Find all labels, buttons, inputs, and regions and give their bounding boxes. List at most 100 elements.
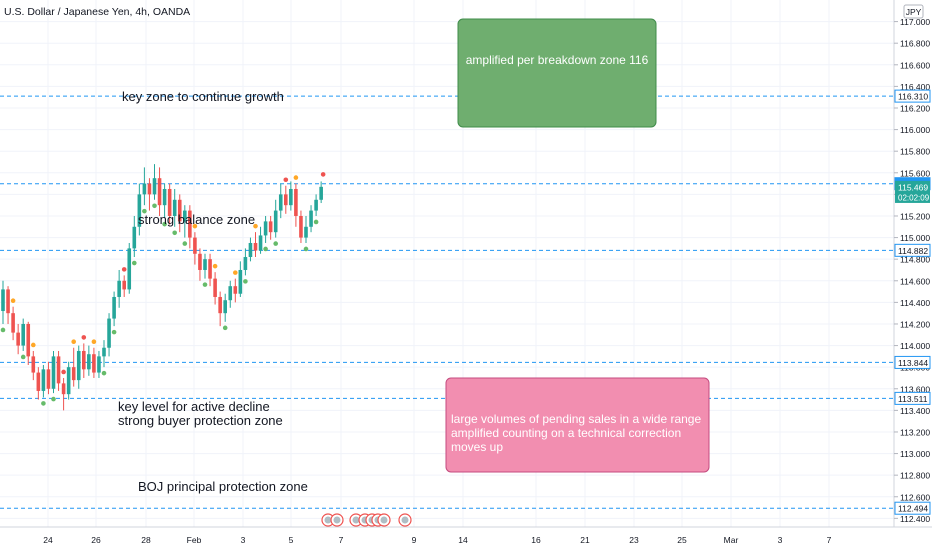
candle xyxy=(253,232,258,258)
sell-signal-dot xyxy=(71,339,76,345)
candle xyxy=(31,350,36,381)
buy-signal-dot xyxy=(101,370,107,376)
buy-signal-dot xyxy=(222,325,228,331)
price-tick-label: 116.200 xyxy=(900,103,930,113)
time-tick-label: 25 xyxy=(677,535,687,545)
sell-signal-dot xyxy=(121,267,127,272)
candle xyxy=(97,350,101,378)
candle xyxy=(122,275,126,297)
sell-signal-dot xyxy=(81,335,87,340)
candle xyxy=(294,183,298,227)
currency-label: JPY xyxy=(906,7,922,17)
candle-body xyxy=(299,215,303,238)
candle xyxy=(82,343,86,378)
candle-body xyxy=(258,235,263,251)
candle-body xyxy=(223,300,227,314)
candle-body xyxy=(6,289,10,314)
buy-signal-dot xyxy=(273,241,279,246)
candle-body xyxy=(112,296,116,319)
candle-body xyxy=(319,186,323,200)
candle-body xyxy=(122,280,126,290)
candle-body xyxy=(132,226,137,249)
candle-body xyxy=(304,226,308,238)
candle xyxy=(11,306,15,341)
bar-countdown-label: 02:02:09 xyxy=(898,193,930,202)
candle-body xyxy=(172,199,177,216)
sell-signal-dot xyxy=(283,177,289,183)
green-note-box[interactable] xyxy=(457,18,657,128)
chart-title: U.S. Dollar / Japanese Yen, 4h, OANDA xyxy=(4,6,190,18)
price-tick-label: 116.000 xyxy=(900,125,930,135)
candle xyxy=(309,205,313,233)
annotation-buyer-protection: strong buyer protection zone xyxy=(118,413,283,428)
candle-body xyxy=(61,383,66,395)
sell-signal-dot xyxy=(320,172,326,177)
price-tick-label: 113.400 xyxy=(900,406,930,416)
pink-note-box[interactable] xyxy=(445,377,710,473)
economic-events[interactable] xyxy=(321,513,412,527)
buy-signal-dot xyxy=(132,260,137,266)
time-tick-label: 24 xyxy=(43,535,53,545)
us-flag-event-icon[interactable] xyxy=(377,513,391,527)
time-tick-label: 14 xyxy=(458,535,468,545)
candle-body xyxy=(284,194,288,206)
buy-signal-dot xyxy=(313,219,319,225)
annotation-active-decline: key level for active decline xyxy=(118,399,270,414)
candle-body xyxy=(233,286,238,294)
price-tick-label: 116.400 xyxy=(900,82,930,92)
candle-body xyxy=(102,347,106,357)
candle-body xyxy=(117,280,121,297)
candle-body xyxy=(46,369,51,389)
sell-signal-dot xyxy=(293,175,299,180)
candle xyxy=(299,210,303,243)
candle-body xyxy=(142,183,147,195)
buy-signal-dot xyxy=(41,401,46,406)
time-tick-label: 3 xyxy=(778,535,783,545)
us-flag-event-icon[interactable] xyxy=(330,513,344,527)
us-flag-event-icon[interactable] xyxy=(398,513,412,527)
candle xyxy=(208,253,212,287)
price-axis: 117.000 116.800 116.600 116.400 116.200 116.0… xyxy=(894,17,930,524)
time-tick-label: 3 xyxy=(241,535,246,545)
candle xyxy=(147,178,152,211)
candle xyxy=(102,340,106,368)
candle-body xyxy=(11,313,15,333)
candle-body xyxy=(289,188,293,206)
candle xyxy=(87,345,91,376)
pink-note-line-3: moves up xyxy=(451,440,503,454)
candle-body xyxy=(177,199,182,222)
candle xyxy=(152,164,157,200)
candle-body xyxy=(248,242,253,258)
event-core xyxy=(380,516,388,524)
price-tick-label: 113.600 xyxy=(900,384,930,394)
price-tick-label: 115.600 xyxy=(900,168,930,178)
time-axis: 24 26 28 Feb 3 5 7 9 14 16 21 23 25 Mar 3 7 xyxy=(43,535,831,545)
level-price-badge xyxy=(894,391,931,405)
level-price-label: 114.882 xyxy=(898,246,928,256)
candle-body xyxy=(253,242,258,251)
price-tick-label: 117.000 xyxy=(900,17,930,27)
candle xyxy=(162,183,167,219)
candle xyxy=(66,361,71,400)
candle-body xyxy=(36,372,41,391)
candle-body xyxy=(263,221,268,236)
candle-body xyxy=(26,323,31,357)
sell-signal-dot xyxy=(31,342,36,348)
event-core xyxy=(401,516,409,524)
currency-button[interactable]: JPY xyxy=(903,4,924,19)
time-tick-label: 7 xyxy=(339,535,344,545)
candle xyxy=(268,215,273,240)
sell-signal-dot xyxy=(233,270,238,275)
price-tick-label: 115.200 xyxy=(900,211,930,221)
level-price-badge xyxy=(894,501,931,515)
candle-body xyxy=(147,183,152,195)
candle xyxy=(188,205,192,249)
us-flag-event-icon[interactable] xyxy=(349,513,363,527)
candle xyxy=(238,261,243,297)
candle-body xyxy=(157,178,162,206)
candle-body xyxy=(273,210,278,233)
candle xyxy=(273,199,278,238)
candle-body xyxy=(188,210,192,238)
currency-badge[interactable] xyxy=(903,4,924,19)
